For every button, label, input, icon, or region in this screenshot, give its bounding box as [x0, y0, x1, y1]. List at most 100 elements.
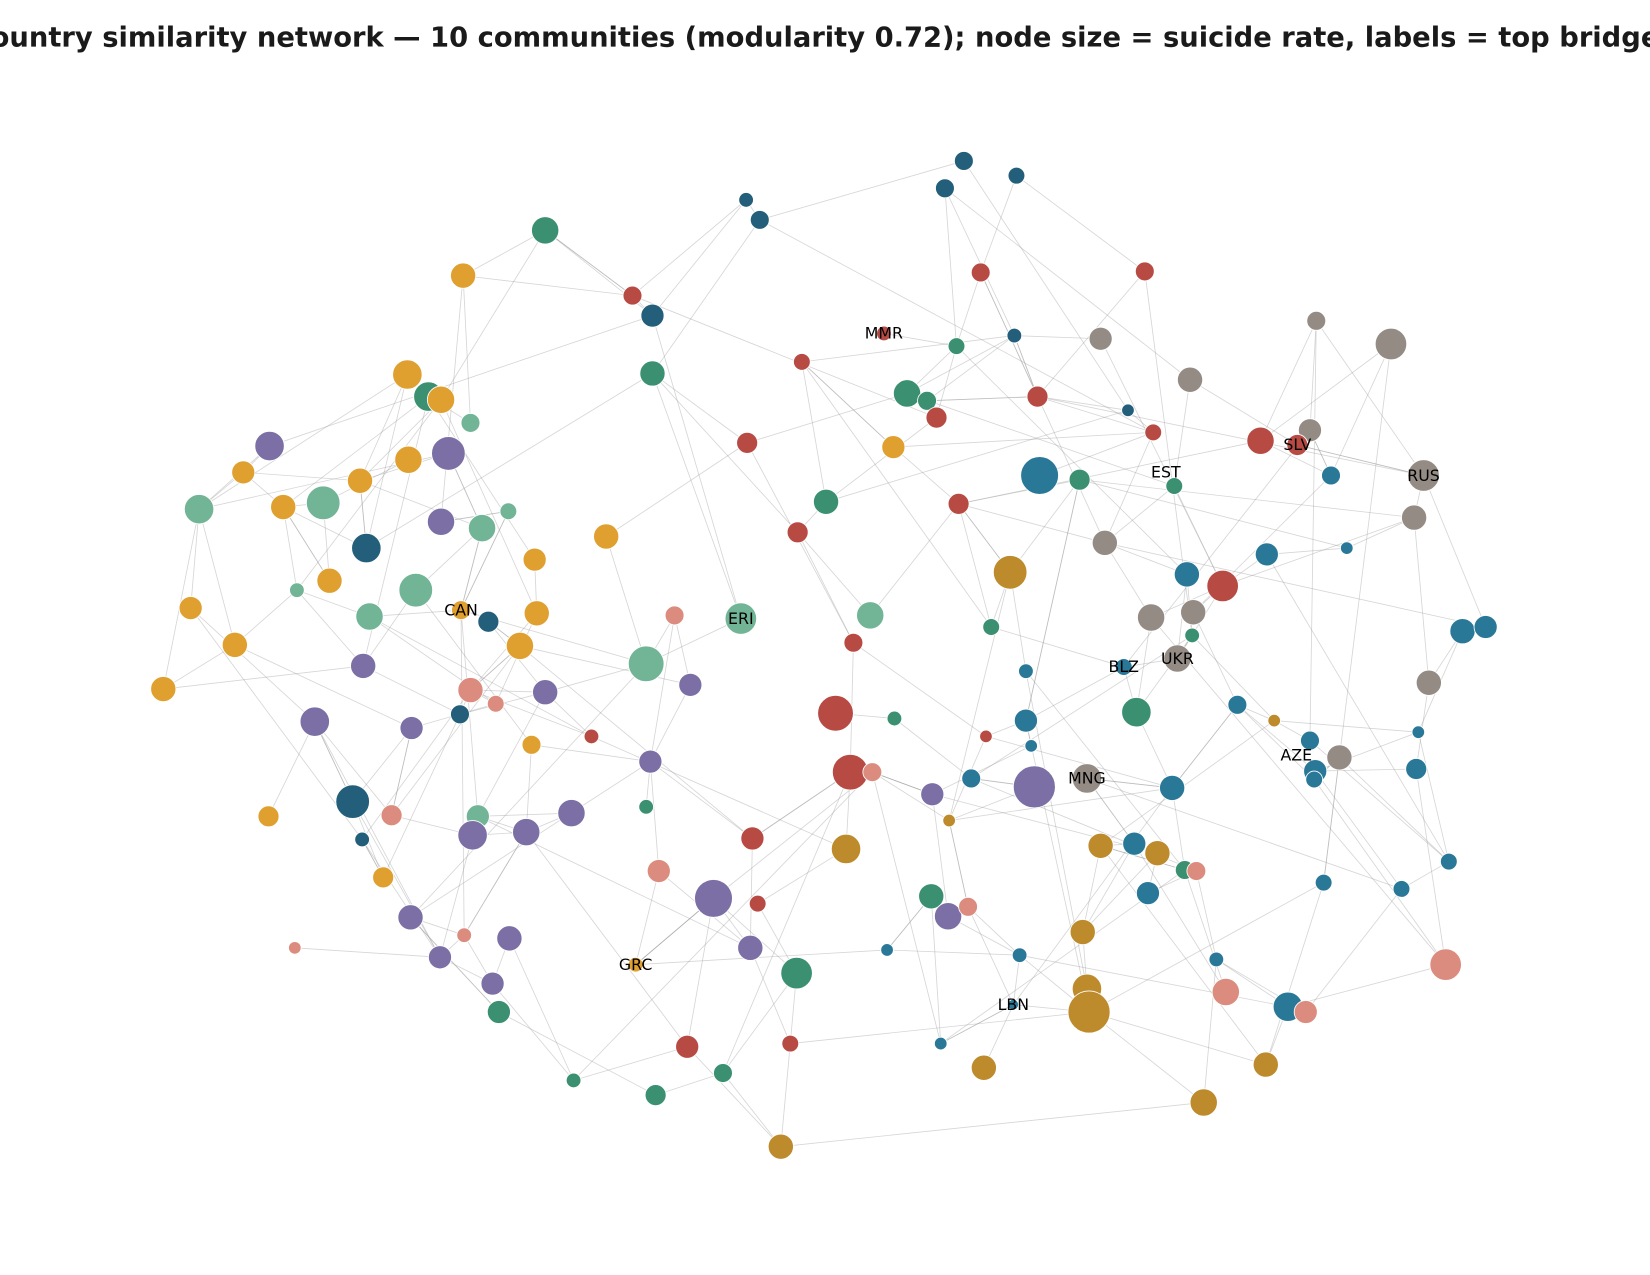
edge: [749, 947, 791, 1044]
edge: [544, 230, 633, 296]
edge: [655, 1072, 724, 1096]
edge: [369, 609, 462, 617]
edge: [190, 607, 316, 722]
node-label: ERI: [728, 609, 754, 628]
node: [918, 883, 945, 910]
edge: [887, 949, 1020, 956]
edge: [1025, 670, 1186, 871]
node: [398, 572, 434, 608]
edge: [1104, 485, 1175, 544]
node: [1180, 599, 1207, 626]
node: [532, 679, 559, 706]
edge: [1417, 732, 1450, 862]
node: [1067, 990, 1111, 1034]
edge: [361, 839, 441, 958]
edge: [410, 917, 500, 1013]
edge: [944, 188, 1015, 336]
node: [392, 359, 423, 390]
node: [1007, 166, 1026, 185]
node: [992, 555, 1028, 590]
edge: [1265, 882, 1325, 1065]
edge: [1192, 612, 1238, 706]
node: [523, 600, 550, 627]
node: [1013, 708, 1038, 733]
node: [644, 1084, 667, 1107]
node: [221, 631, 248, 658]
edge: [713, 771, 873, 899]
node-label: LBN: [998, 995, 1029, 1014]
node: [678, 672, 703, 697]
node: [958, 896, 978, 917]
edge: [1012, 955, 1021, 1005]
node: [675, 1034, 700, 1059]
node-label: CAN: [444, 600, 478, 619]
edge: [477, 812, 572, 817]
edge: [519, 645, 753, 839]
edge: [967, 906, 1014, 1005]
edge: [948, 820, 969, 907]
edge: [906, 393, 1175, 487]
edge: [1309, 320, 1317, 431]
edge: [243, 471, 361, 482]
node: [1189, 1088, 1218, 1117]
edge: [1184, 869, 1227, 993]
edge: [1037, 396, 1424, 476]
edge: [359, 480, 483, 529]
edge: [1088, 1011, 1204, 1103]
edge: [1313, 779, 1447, 965]
edge: [650, 761, 753, 839]
node: [1121, 403, 1135, 418]
edge: [801, 361, 894, 448]
node: [1449, 618, 1476, 645]
node: [748, 894, 767, 913]
edge: [463, 275, 633, 297]
edge: [163, 644, 236, 690]
node: [1415, 669, 1442, 696]
node: [351, 532, 382, 564]
edge: [825, 409, 1129, 503]
node-label: SLV: [1283, 435, 1311, 454]
node: [1114, 658, 1133, 676]
node: [920, 782, 945, 807]
edge: [1039, 431, 1154, 476]
edge: [1037, 396, 1129, 411]
edge: [1222, 517, 1415, 587]
node: [522, 547, 547, 572]
node: [767, 1133, 794, 1160]
node-label: GRC: [619, 955, 652, 974]
edge: [635, 949, 888, 966]
node: [1411, 725, 1426, 739]
node: [780, 956, 813, 990]
node: [1208, 951, 1225, 968]
edge: [1025, 666, 1124, 721]
edge: [801, 335, 1015, 363]
node: [1007, 998, 1019, 1011]
node: [451, 600, 471, 621]
edge: [162, 509, 200, 690]
edge: [1297, 444, 1424, 476]
edge: [1100, 845, 1185, 871]
node: [1340, 541, 1354, 555]
edge: [1314, 770, 1402, 890]
edge: [1104, 542, 1188, 575]
node: [646, 859, 671, 884]
edge: [1082, 845, 1102, 933]
node: [1071, 763, 1103, 794]
edge: [1237, 704, 1316, 772]
node: [622, 285, 643, 306]
edge: [1413, 517, 1430, 683]
edge: [1266, 547, 1347, 555]
edge: [463, 831, 527, 936]
edge: [936, 345, 957, 418]
edge: [470, 613, 538, 691]
edge: [801, 361, 992, 628]
node: [1087, 832, 1114, 859]
node: [947, 492, 970, 515]
node: [505, 631, 535, 661]
node: [817, 694, 854, 732]
edge: [428, 396, 536, 560]
node: [1252, 1051, 1279, 1078]
edge: [460, 527, 483, 611]
edge: [632, 295, 937, 419]
edge: [801, 361, 894, 448]
